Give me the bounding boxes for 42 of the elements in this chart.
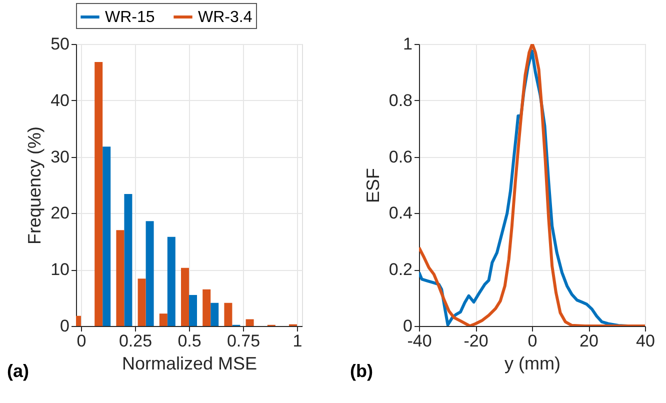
bar bbox=[138, 278, 146, 326]
x-tick-label: 0.75 bbox=[226, 332, 260, 350]
y-tick-label: 0 bbox=[60, 316, 70, 336]
x-tick-label: 20 bbox=[580, 332, 598, 350]
legend-label: WR-3.4 bbox=[198, 9, 252, 26]
y-tick-label: 1 bbox=[403, 34, 412, 54]
x-tick-label: 40 bbox=[636, 332, 655, 350]
bar bbox=[116, 230, 124, 326]
y-tick-label: 40 bbox=[50, 90, 70, 110]
bar bbox=[189, 294, 197, 326]
bar bbox=[124, 194, 132, 326]
x-tick-label: 0.25 bbox=[118, 332, 152, 350]
x-tick-label: 0 bbox=[528, 332, 538, 350]
y-axis-title: ESF bbox=[362, 168, 383, 204]
bar bbox=[102, 146, 111, 326]
y-tick-label: 0.2 bbox=[388, 260, 412, 280]
x-axis-title: y (mm) bbox=[504, 354, 560, 374]
y-tick-label: 20 bbox=[50, 204, 70, 223]
y-tick-label: 0.6 bbox=[388, 147, 412, 166]
y-tick-label: 0.8 bbox=[388, 90, 412, 110]
bar bbox=[202, 289, 211, 326]
y-axis-title: Frequency (%) bbox=[24, 126, 45, 245]
x-tick-label: 0 bbox=[76, 332, 86, 350]
bar bbox=[94, 62, 103, 326]
y-tick-label: 0.4 bbox=[388, 204, 412, 223]
text: (b) bbox=[350, 361, 373, 381]
x-tick-label: 1 bbox=[292, 332, 302, 350]
bar bbox=[246, 319, 254, 326]
text: (a) bbox=[7, 361, 30, 381]
bar bbox=[210, 302, 219, 326]
x-tick-label: -20 bbox=[464, 332, 488, 350]
y-tick-label: 50 bbox=[50, 34, 70, 54]
y-tick-label: 30 bbox=[50, 147, 70, 166]
legend-label: WR-15 bbox=[105, 9, 155, 26]
bar bbox=[167, 236, 176, 326]
bar bbox=[159, 314, 168, 326]
bar bbox=[181, 268, 189, 326]
bar bbox=[224, 302, 232, 326]
x-axis-title: Normalized MSE bbox=[122, 354, 258, 374]
y-tick-label: 10 bbox=[50, 260, 70, 280]
bar bbox=[146, 221, 154, 326]
x-tick-label: 0.5 bbox=[178, 332, 202, 350]
